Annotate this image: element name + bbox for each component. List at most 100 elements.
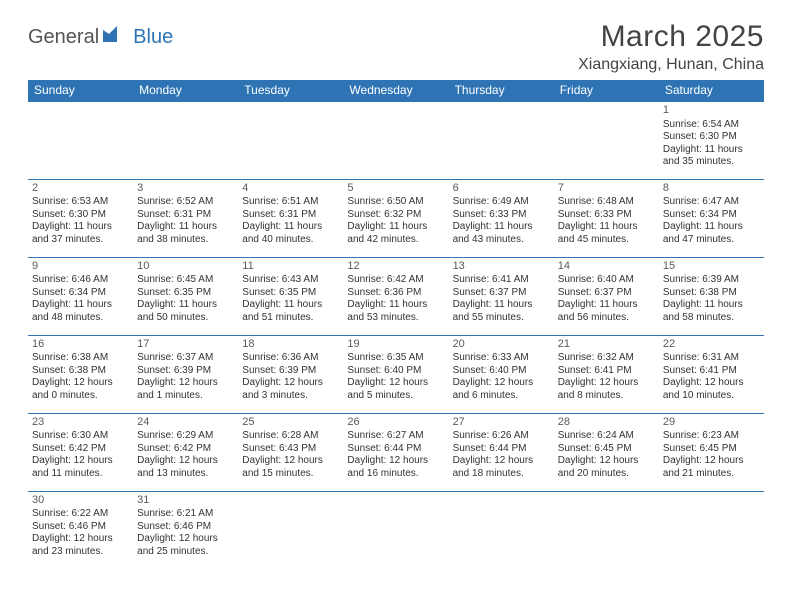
- calendar-day-cell: 9Sunrise: 6:46 AMSunset: 6:34 PMDaylight…: [28, 257, 133, 335]
- day-number: 2: [32, 182, 129, 196]
- daylight-line: Daylight: 11 hours and 47 minutes.: [663, 221, 760, 246]
- sunset-line: Sunset: 6:31 PM: [242, 209, 339, 222]
- sunrise-line: Sunrise: 6:48 AM: [558, 196, 655, 209]
- calendar-day-cell: 18Sunrise: 6:36 AMSunset: 6:39 PMDayligh…: [238, 335, 343, 413]
- day-number: 26: [347, 416, 444, 430]
- sunset-line: Sunset: 6:40 PM: [347, 365, 444, 378]
- sunset-line: Sunset: 6:32 PM: [347, 209, 444, 222]
- sunrise-line: Sunrise: 6:29 AM: [137, 430, 234, 443]
- sunrise-line: Sunrise: 6:24 AM: [558, 430, 655, 443]
- daylight-line: Daylight: 12 hours and 16 minutes.: [347, 455, 444, 480]
- sunrise-line: Sunrise: 6:50 AM: [347, 196, 444, 209]
- sunrise-line: Sunrise: 6:27 AM: [347, 430, 444, 443]
- calendar-day-cell: 2Sunrise: 6:53 AMSunset: 6:30 PMDaylight…: [28, 179, 133, 257]
- daylight-line: Daylight: 11 hours and 55 minutes.: [453, 299, 550, 324]
- title-block: March 2025 Xiangxiang, Hunan, China: [578, 20, 764, 74]
- calendar-day-cell: 31Sunrise: 6:21 AMSunset: 6:46 PMDayligh…: [133, 491, 238, 569]
- sunrise-line: Sunrise: 6:28 AM: [242, 430, 339, 443]
- weekday-header: Saturday: [659, 80, 764, 101]
- daylight-line: Daylight: 11 hours and 50 minutes.: [137, 299, 234, 324]
- calendar-day-cell: 8Sunrise: 6:47 AMSunset: 6:34 PMDaylight…: [659, 179, 764, 257]
- calendar-day-cell: 23Sunrise: 6:30 AMSunset: 6:42 PMDayligh…: [28, 413, 133, 491]
- calendar-day-cell: 5Sunrise: 6:50 AMSunset: 6:32 PMDaylight…: [343, 179, 448, 257]
- calendar-day-cell: 26Sunrise: 6:27 AMSunset: 6:44 PMDayligh…: [343, 413, 448, 491]
- location-text: Xiangxiang, Hunan, China: [578, 56, 764, 74]
- sunrise-line: Sunrise: 6:36 AM: [242, 352, 339, 365]
- month-title: March 2025: [578, 20, 764, 54]
- sunset-line: Sunset: 6:37 PM: [453, 287, 550, 300]
- day-number: 22: [663, 338, 760, 352]
- sunset-line: Sunset: 6:35 PM: [242, 287, 339, 300]
- sunrise-line: Sunrise: 6:52 AM: [137, 196, 234, 209]
- calendar-day-cell: 10Sunrise: 6:45 AMSunset: 6:35 PMDayligh…: [133, 257, 238, 335]
- daylight-line: Daylight: 12 hours and 21 minutes.: [663, 455, 760, 480]
- sunset-line: Sunset: 6:34 PM: [663, 209, 760, 222]
- sunset-line: Sunset: 6:42 PM: [137, 443, 234, 456]
- sunset-line: Sunset: 6:34 PM: [32, 287, 129, 300]
- daylight-line: Daylight: 11 hours and 48 minutes.: [32, 299, 129, 324]
- calendar-day-cell: [449, 491, 554, 569]
- daylight-line: Daylight: 12 hours and 11 minutes.: [32, 455, 129, 480]
- sunset-line: Sunset: 6:41 PM: [663, 365, 760, 378]
- sunset-line: Sunset: 6:37 PM: [558, 287, 655, 300]
- calendar-day-cell: [343, 101, 448, 179]
- day-number: 21: [558, 338, 655, 352]
- sunrise-line: Sunrise: 6:42 AM: [347, 274, 444, 287]
- weekday-header-row: Sunday Monday Tuesday Wednesday Thursday…: [28, 80, 764, 101]
- day-number: 20: [453, 338, 550, 352]
- day-number: 13: [453, 260, 550, 274]
- sunset-line: Sunset: 6:40 PM: [453, 365, 550, 378]
- day-number: 8: [663, 182, 760, 196]
- daylight-line: Daylight: 11 hours and 40 minutes.: [242, 221, 339, 246]
- calendar-day-cell: [238, 101, 343, 179]
- day-number: 17: [137, 338, 234, 352]
- sunset-line: Sunset: 6:30 PM: [663, 131, 760, 144]
- sunrise-line: Sunrise: 6:23 AM: [663, 430, 760, 443]
- calendar-day-cell: 20Sunrise: 6:33 AMSunset: 6:40 PMDayligh…: [449, 335, 554, 413]
- day-number: 10: [137, 260, 234, 274]
- sunset-line: Sunset: 6:45 PM: [663, 443, 760, 456]
- weekday-header: Thursday: [449, 80, 554, 101]
- sunset-line: Sunset: 6:44 PM: [347, 443, 444, 456]
- daylight-line: Daylight: 11 hours and 56 minutes.: [558, 299, 655, 324]
- calendar-day-cell: 4Sunrise: 6:51 AMSunset: 6:31 PMDaylight…: [238, 179, 343, 257]
- sunrise-line: Sunrise: 6:45 AM: [137, 274, 234, 287]
- daylight-line: Daylight: 12 hours and 10 minutes.: [663, 377, 760, 402]
- calendar-day-cell: 3Sunrise: 6:52 AMSunset: 6:31 PMDaylight…: [133, 179, 238, 257]
- calendar-day-cell: 13Sunrise: 6:41 AMSunset: 6:37 PMDayligh…: [449, 257, 554, 335]
- calendar-week-row: 16Sunrise: 6:38 AMSunset: 6:38 PMDayligh…: [28, 335, 764, 413]
- calendar-day-cell: [343, 491, 448, 569]
- weekday-header: Monday: [133, 80, 238, 101]
- sunset-line: Sunset: 6:36 PM: [347, 287, 444, 300]
- sunrise-line: Sunrise: 6:51 AM: [242, 196, 339, 209]
- sunset-line: Sunset: 6:42 PM: [32, 443, 129, 456]
- sunset-line: Sunset: 6:33 PM: [453, 209, 550, 222]
- daylight-line: Daylight: 11 hours and 53 minutes.: [347, 299, 444, 324]
- calendar-day-cell: 17Sunrise: 6:37 AMSunset: 6:39 PMDayligh…: [133, 335, 238, 413]
- calendar-day-cell: 25Sunrise: 6:28 AMSunset: 6:43 PMDayligh…: [238, 413, 343, 491]
- calendar-week-row: 9Sunrise: 6:46 AMSunset: 6:34 PMDaylight…: [28, 257, 764, 335]
- day-number: 14: [558, 260, 655, 274]
- calendar-day-cell: 7Sunrise: 6:48 AMSunset: 6:33 PMDaylight…: [554, 179, 659, 257]
- calendar-day-cell: 24Sunrise: 6:29 AMSunset: 6:42 PMDayligh…: [133, 413, 238, 491]
- daylight-line: Daylight: 11 hours and 42 minutes.: [347, 221, 444, 246]
- sunrise-line: Sunrise: 6:30 AM: [32, 430, 129, 443]
- calendar-day-cell: 29Sunrise: 6:23 AMSunset: 6:45 PMDayligh…: [659, 413, 764, 491]
- sunrise-line: Sunrise: 6:54 AM: [663, 119, 760, 132]
- sunrise-line: Sunrise: 6:37 AM: [137, 352, 234, 365]
- calendar-day-cell: 22Sunrise: 6:31 AMSunset: 6:41 PMDayligh…: [659, 335, 764, 413]
- calendar-day-cell: 21Sunrise: 6:32 AMSunset: 6:41 PMDayligh…: [554, 335, 659, 413]
- daylight-line: Daylight: 11 hours and 38 minutes.: [137, 221, 234, 246]
- sunset-line: Sunset: 6:31 PM: [137, 209, 234, 222]
- daylight-line: Daylight: 12 hours and 8 minutes.: [558, 377, 655, 402]
- sunrise-line: Sunrise: 6:26 AM: [453, 430, 550, 443]
- daylight-line: Daylight: 11 hours and 58 minutes.: [663, 299, 760, 324]
- sunset-line: Sunset: 6:45 PM: [558, 443, 655, 456]
- sunrise-line: Sunrise: 6:22 AM: [32, 508, 129, 521]
- sunset-line: Sunset: 6:44 PM: [453, 443, 550, 456]
- day-number: 18: [242, 338, 339, 352]
- daylight-line: Daylight: 11 hours and 43 minutes.: [453, 221, 550, 246]
- day-number: 12: [347, 260, 444, 274]
- sunrise-line: Sunrise: 6:32 AM: [558, 352, 655, 365]
- sunrise-line: Sunrise: 6:35 AM: [347, 352, 444, 365]
